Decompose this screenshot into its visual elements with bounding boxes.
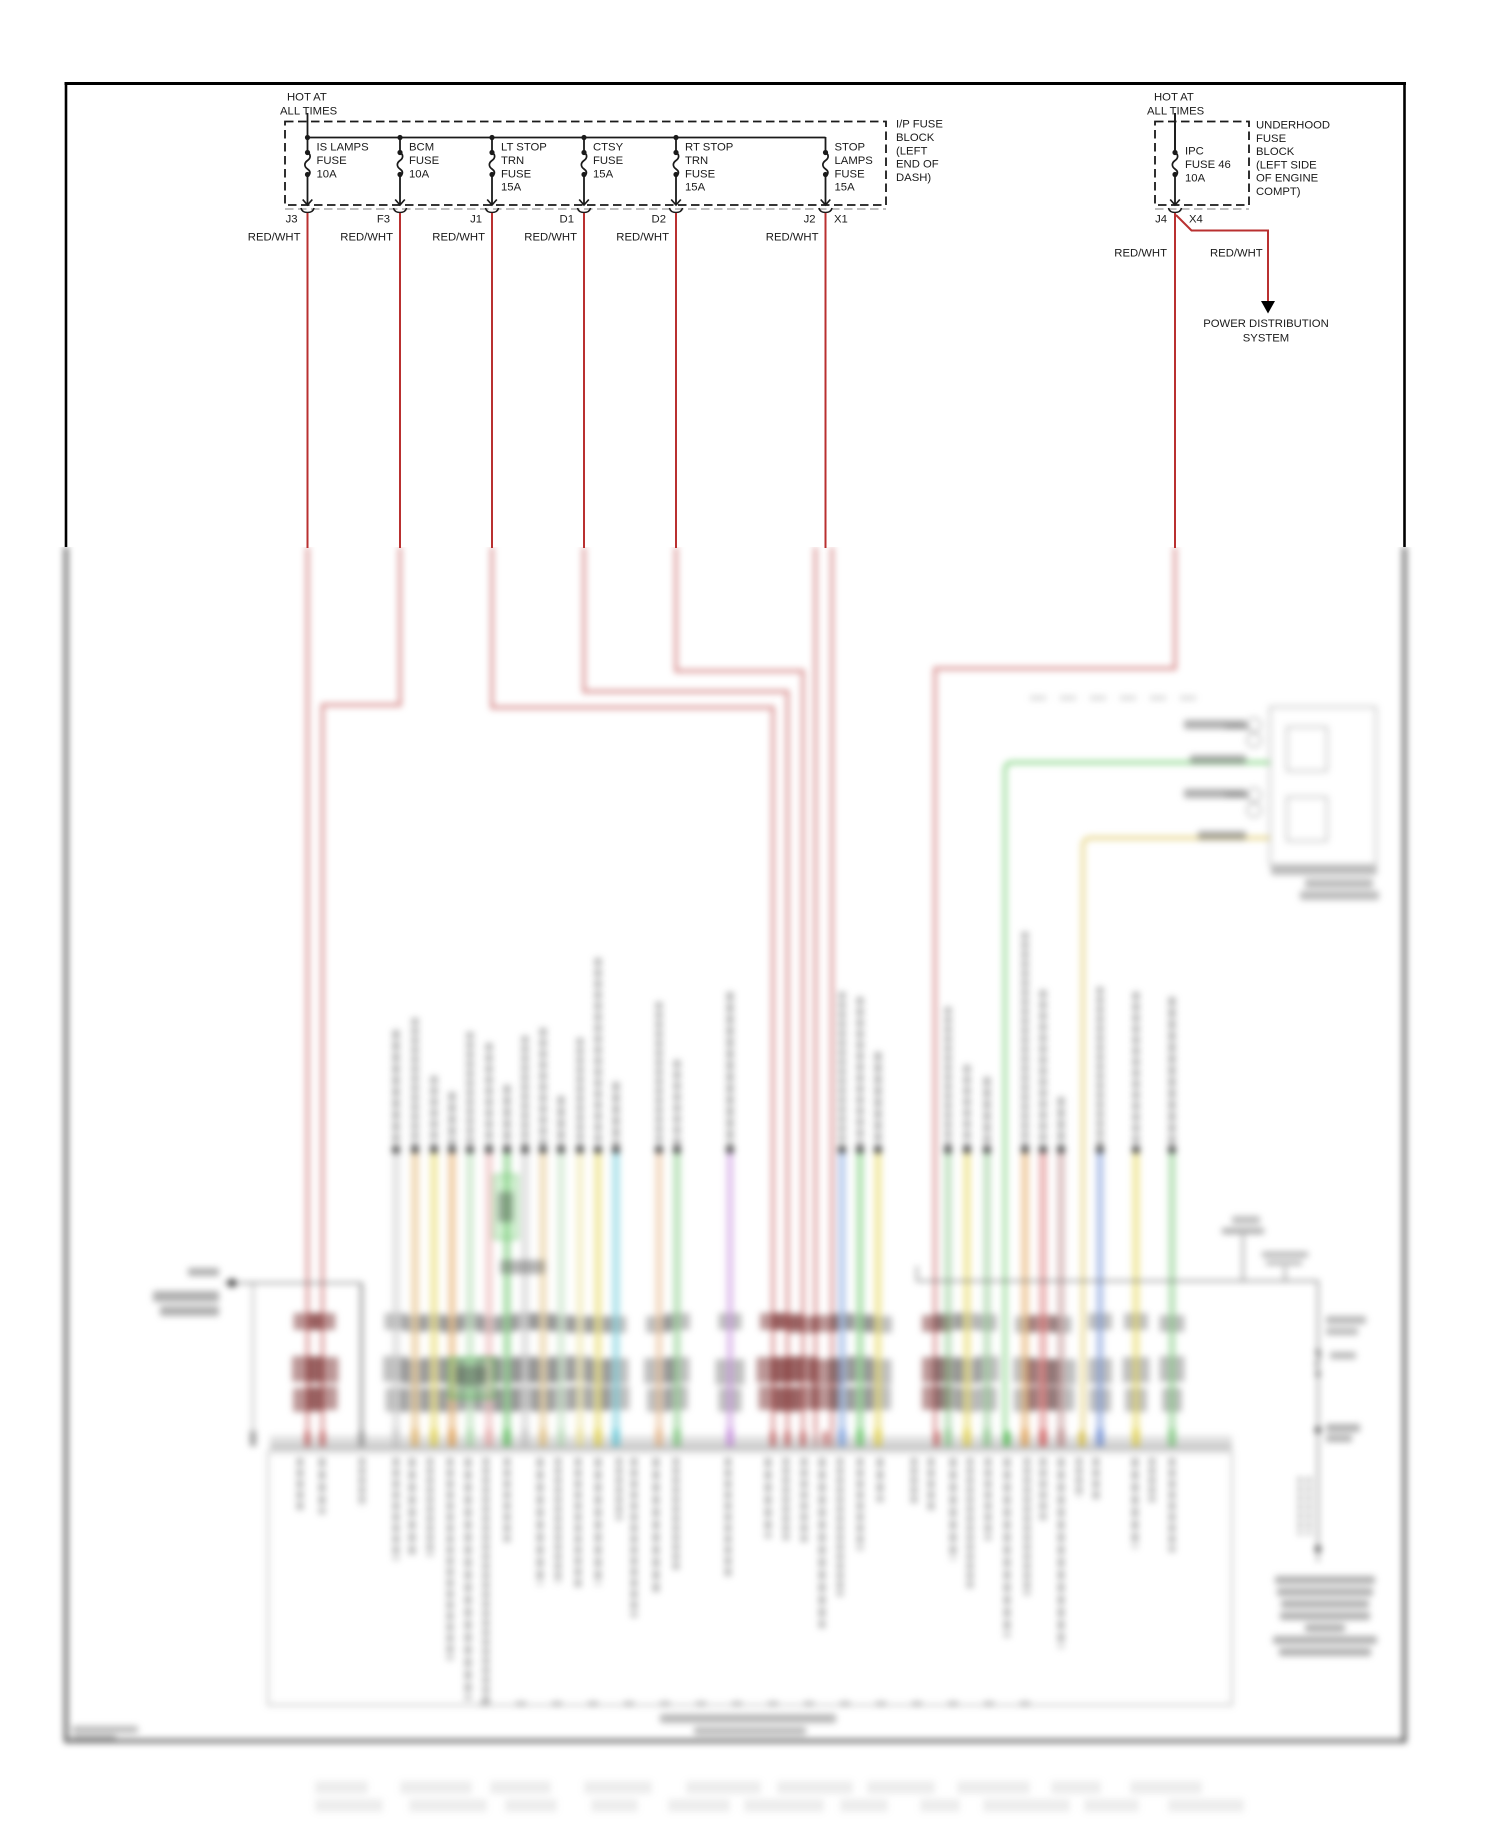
svg-text:RED/WHT: RED/WHT: [524, 232, 577, 244]
svg-text:15A: 15A: [685, 182, 706, 194]
svg-text:IPC: IPC: [1185, 146, 1204, 158]
svg-text:BLOCK: BLOCK: [896, 132, 935, 144]
svg-text:FUSE: FUSE: [317, 155, 348, 167]
svg-text:UNDERHOOD: UNDERHOOD: [1256, 120, 1330, 132]
svg-text:HOT AT: HOT AT: [1154, 92, 1194, 104]
svg-text:RED/WHT: RED/WHT: [766, 232, 819, 244]
svg-text:FUSE: FUSE: [835, 168, 866, 180]
svg-text:RED/WHT: RED/WHT: [432, 232, 485, 244]
svg-text:FUSE 46: FUSE 46: [1185, 159, 1231, 171]
svg-text:15A: 15A: [593, 168, 614, 180]
svg-text:CTSY: CTSY: [593, 142, 624, 154]
svg-text:FUSE: FUSE: [409, 155, 440, 167]
svg-text:J4: J4: [1155, 214, 1167, 226]
svg-text:END OF: END OF: [896, 159, 939, 171]
svg-text:(LEFT: (LEFT: [896, 145, 927, 157]
svg-text:OF ENGINE: OF ENGINE: [1256, 173, 1319, 185]
svg-text:LT STOP: LT STOP: [501, 142, 547, 154]
svg-text:(LEFT SIDE: (LEFT SIDE: [1256, 159, 1317, 171]
svg-text:I/P FUSE: I/P FUSE: [896, 119, 943, 131]
svg-text:F3: F3: [377, 214, 390, 226]
svg-text:ALL TIMES: ALL TIMES: [1147, 106, 1205, 118]
svg-text:10A: 10A: [317, 168, 338, 180]
svg-text:HOT AT: HOT AT: [287, 92, 327, 104]
svg-text:X1: X1: [834, 214, 848, 226]
svg-text:D1: D1: [560, 214, 574, 226]
svg-text:FUSE: FUSE: [593, 155, 624, 167]
svg-text:POWER DISTRIBUTION: POWER DISTRIBUTION: [1203, 318, 1329, 330]
svg-text:RED/WHT: RED/WHT: [1210, 248, 1263, 260]
svg-text:BCM: BCM: [409, 142, 434, 154]
svg-text:TRN: TRN: [685, 155, 708, 167]
svg-text:RED/WHT: RED/WHT: [248, 232, 301, 244]
svg-text:J3: J3: [286, 214, 298, 226]
svg-text:COMPT): COMPT): [1256, 186, 1301, 198]
svg-text:D2: D2: [652, 214, 666, 226]
svg-text:ALL TIMES: ALL TIMES: [280, 106, 338, 118]
svg-text:X4: X4: [1189, 214, 1203, 226]
svg-text:15A: 15A: [501, 182, 522, 194]
svg-text:15A: 15A: [835, 182, 856, 194]
svg-text:DASH): DASH): [896, 172, 931, 184]
svg-text:LAMPS: LAMPS: [835, 155, 874, 167]
svg-text:BLOCK: BLOCK: [1256, 146, 1295, 158]
svg-text:J1: J1: [470, 214, 482, 226]
svg-text:J2: J2: [804, 214, 816, 226]
svg-text:RED/WHT: RED/WHT: [340, 232, 393, 244]
svg-text:FUSE: FUSE: [685, 168, 716, 180]
svg-text:TRN: TRN: [501, 155, 524, 167]
svg-text:RED/WHT: RED/WHT: [1114, 248, 1167, 260]
svg-text:FUSE: FUSE: [501, 168, 532, 180]
svg-text:FUSE: FUSE: [1256, 133, 1287, 145]
svg-text:RT STOP: RT STOP: [685, 142, 733, 154]
svg-text:10A: 10A: [1185, 172, 1206, 184]
svg-text:10A: 10A: [409, 168, 430, 180]
svg-text:STOP: STOP: [835, 142, 866, 154]
svg-text:IS LAMPS: IS LAMPS: [317, 142, 370, 154]
svg-text:SYSTEM: SYSTEM: [1243, 333, 1289, 345]
svg-text:RED/WHT: RED/WHT: [616, 232, 669, 244]
